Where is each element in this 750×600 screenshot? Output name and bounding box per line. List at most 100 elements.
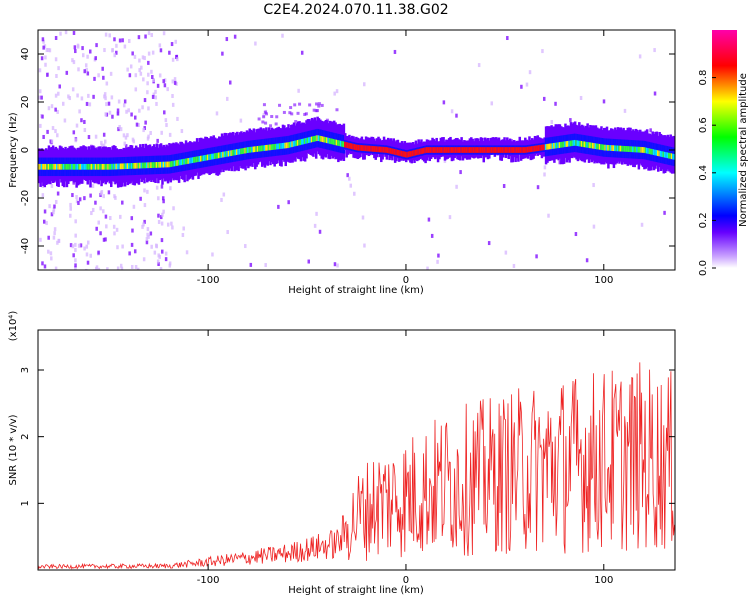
heatmap-noise-cell [133, 249, 137, 254]
heatmap-ridge-cell [72, 163, 76, 170]
heatmap-noise-cell [239, 118, 243, 123]
heatmap-ridge-cell [245, 147, 249, 154]
heatmap-ridge-cell [236, 149, 239, 156]
heatmap-noise-cell [653, 91, 657, 96]
heatmap-noise-cell [161, 249, 164, 254]
heatmap-ridge-cell [90, 163, 94, 170]
heatmap-noise-cell [320, 103, 324, 107]
heatmap-ridge-cell [485, 147, 488, 153]
heatmap-ridge-cell [591, 142, 595, 149]
heatmap-noise-cell [314, 109, 318, 113]
heatmap-ridge-cell [368, 145, 372, 152]
heatmap-noise-cell [317, 102, 321, 106]
heatmap-noise-cell [156, 259, 160, 264]
heatmap-ridge-cell [111, 163, 114, 170]
heatmap-ridge-cell [287, 142, 290, 149]
heatmap-noise-cell [115, 50, 118, 55]
heatmap-ridge-cell [56, 163, 59, 170]
heatmap-noise-cell [92, 94, 95, 99]
heatmap-ridge-cell [611, 145, 614, 151]
heatmap-noise-cell [525, 82, 529, 87]
heatmap-ridge-cell [597, 143, 600, 150]
heatmap-ridge-cell [668, 152, 671, 159]
heatmap-noise-cell [128, 38, 131, 43]
heatmap-noise-cell [151, 50, 155, 55]
heatmap-ridge-cell [211, 153, 214, 160]
heatmap-ridge-cell [555, 142, 559, 149]
heatmap-noise-cell [157, 253, 160, 258]
heatmap-noise-cell [159, 215, 163, 220]
heatmap-ridge-cell [224, 151, 228, 158]
heatmap-noise-cell [160, 130, 163, 135]
heatmap-noise-cell [293, 103, 297, 107]
heatmap-ridge-cell [119, 163, 123, 170]
heatmap-noise-cell [155, 185, 159, 190]
heatmap-noise-cell [80, 118, 83, 123]
heatmap-ridge-cell [636, 146, 639, 153]
heatmap-ridge-cell [594, 143, 598, 150]
heatmap-ridge-cell [602, 144, 606, 151]
heatmap-ridge-cell [429, 147, 433, 153]
heatmap-ridge-cell [158, 161, 161, 168]
heatmap-ridge-cell [177, 159, 181, 166]
heatmap-ridge-cell [205, 154, 209, 161]
heatmap-ridge-cell [47, 163, 51, 170]
heatmap-noise-cell [74, 258, 77, 263]
heatmap-noise-cell [102, 237, 106, 242]
heatmap-ridge-cell [616, 145, 620, 152]
heatmap-ridge-cell [647, 148, 650, 154]
heatmap-ridge-cell [593, 143, 596, 149]
heatmap-noise-cell [86, 260, 90, 265]
heatmap-ridge-cell [404, 151, 408, 158]
heatmap-ridge-cell [474, 147, 477, 153]
heatmap-noise-cell [42, 39, 45, 44]
heatmap-ridge-cell [506, 147, 509, 153]
heatmap-noise-cell [111, 179, 114, 184]
heatmap-ridge-cell [335, 139, 339, 146]
heatmap-noise-cell [53, 231, 56, 236]
heatmap-noise-cell [121, 38, 124, 43]
heatmap-ridge-cell [298, 139, 301, 146]
heatmap-noise-cell [161, 196, 165, 201]
heatmap-noise-cell [579, 95, 583, 100]
heatmap-noise-cell [144, 120, 147, 125]
heatmap-ridge-cell [157, 161, 160, 168]
heatmap-noise-cell [138, 108, 141, 113]
heatmap-ridge-cell [86, 163, 89, 170]
heatmap-noise-cell [117, 127, 120, 132]
heatmap-ridge-cell [251, 146, 254, 153]
heatmap-ridge-cell [252, 146, 256, 153]
heatmap-ridge-cell [92, 163, 95, 170]
heatmap-ridge-cell [561, 141, 564, 148]
heatmap-ridge-cell [110, 163, 113, 170]
heatmap-ridge-cell [633, 146, 636, 153]
heatmap-ridge-cell [482, 147, 486, 153]
heatmap-noise-cell [109, 216, 112, 221]
heatmap-ridge-cell [511, 147, 515, 153]
heatmap-ridge-cell [417, 149, 420, 155]
heatmap-noise-cell [103, 48, 106, 53]
heatmap-ridge-cell [191, 157, 195, 164]
heatmap-ridge-cell [313, 135, 317, 142]
heatmap-ridge-cell [589, 142, 592, 149]
heatmap-noise-cell [43, 209, 47, 214]
heatmap-ridge-cell [656, 150, 660, 156]
heatmap-noise-cell [502, 184, 506, 189]
heatmap-noise-cell [512, 263, 516, 268]
heatmap-ridge-cell [391, 148, 394, 155]
heatmap-noise-cell [50, 256, 53, 261]
heatmap-ridge-cell [309, 136, 312, 143]
heatmap-noise-cell [104, 112, 107, 117]
heatmap-ridge-cell [155, 162, 159, 168]
heatmap-ridge-cell [641, 147, 645, 153]
heatmap-ridge-cell [446, 147, 450, 153]
top-y-tick-label: -20 [20, 190, 31, 206]
heatmap-ridge-cell [355, 144, 358, 151]
heatmap-noise-cell [63, 118, 67, 123]
heatmap-noise-cell [157, 196, 160, 201]
heatmap-noise-cell [40, 95, 43, 100]
heatmap-ridge-cell [558, 142, 562, 148]
heatmap-noise-cell [113, 37, 116, 42]
heatmap-ridge-cell [112, 163, 116, 170]
heatmap-noise-cell [121, 200, 124, 205]
